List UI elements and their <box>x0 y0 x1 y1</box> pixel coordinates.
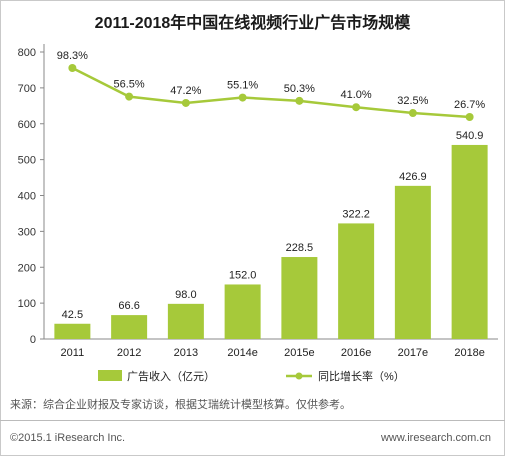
y-tick-label: 700 <box>18 83 36 95</box>
x-tick-label: 2011 <box>61 347 85 359</box>
bar <box>338 223 375 339</box>
legend-bar-label: 广告收入（亿元） <box>127 369 215 383</box>
bar-value-label: 66.6 <box>118 300 139 312</box>
bar <box>224 284 261 339</box>
x-tick-label: 2014e <box>227 347 258 359</box>
y-tick-label: 300 <box>18 226 36 238</box>
line-point <box>125 92 134 101</box>
bar-value-label: 540.9 <box>456 130 484 142</box>
y-tick-label: 500 <box>18 155 36 167</box>
line-value-label: 26.7% <box>454 99 485 111</box>
bar-value-label: 426.9 <box>399 171 427 183</box>
chart-title: 2011-2018年中国在线视频行业广告市场规模 <box>94 15 411 32</box>
x-tick-label: 2012 <box>117 347 141 359</box>
legend-line-marker <box>295 372 303 380</box>
legend-line-label: 同比增长率（%） <box>318 369 405 383</box>
footer-divider <box>0 420 505 421</box>
copyright-text: ©2015.1 iResearch Inc. <box>10 432 126 444</box>
line-point <box>68 64 77 72</box>
legend-bar-swatch <box>98 370 122 381</box>
line-value-label: 55.1% <box>227 80 258 92</box>
y-tick-label: 0 <box>30 334 36 346</box>
bar <box>451 144 488 339</box>
bar <box>167 303 204 339</box>
website-text: www.iresearch.com.cn <box>380 432 491 444</box>
y-tick-label: 600 <box>18 119 36 131</box>
x-tick-label: 2018e <box>454 347 485 359</box>
y-tick-label: 100 <box>18 298 36 310</box>
line-point <box>408 109 417 118</box>
line-point <box>295 96 304 105</box>
bar-value-label: 228.5 <box>286 242 314 254</box>
x-tick-label: 2017e <box>398 347 429 359</box>
line-point <box>352 103 361 112</box>
bar <box>54 323 91 339</box>
bar <box>281 257 318 339</box>
source-note: 来源：综合企业财报及专家访谈，根据艾瑞统计模型核算。仅供参考。 <box>10 399 351 411</box>
line-value-label: 41.0% <box>341 89 372 101</box>
line-value-label: 50.3% <box>284 83 315 95</box>
line-point <box>465 113 474 121</box>
y-tick-label: 400 <box>18 191 36 203</box>
bar <box>111 315 148 339</box>
bar <box>394 185 431 339</box>
bar-value-label: 152.0 <box>229 269 257 281</box>
line-point <box>238 93 247 102</box>
line-point <box>181 98 190 107</box>
y-tick-label: 200 <box>18 262 36 274</box>
x-tick-label: 2013 <box>174 347 198 359</box>
line-value-label: 47.2% <box>170 85 201 97</box>
line-value-label: 56.5% <box>114 79 145 91</box>
bar-value-label: 98.0 <box>175 289 196 301</box>
line-value-label: 32.5% <box>397 95 428 107</box>
growth-rate-line <box>71 66 470 119</box>
x-tick-label: 2015e <box>284 347 315 359</box>
y-tick-label: 800 <box>18 47 36 59</box>
x-tick-label: 2016e <box>341 347 372 359</box>
bar-value-label: 322.2 <box>342 208 370 220</box>
line-value-label: 98.3% <box>57 50 88 62</box>
bar-value-label: 42.5 <box>62 309 83 321</box>
